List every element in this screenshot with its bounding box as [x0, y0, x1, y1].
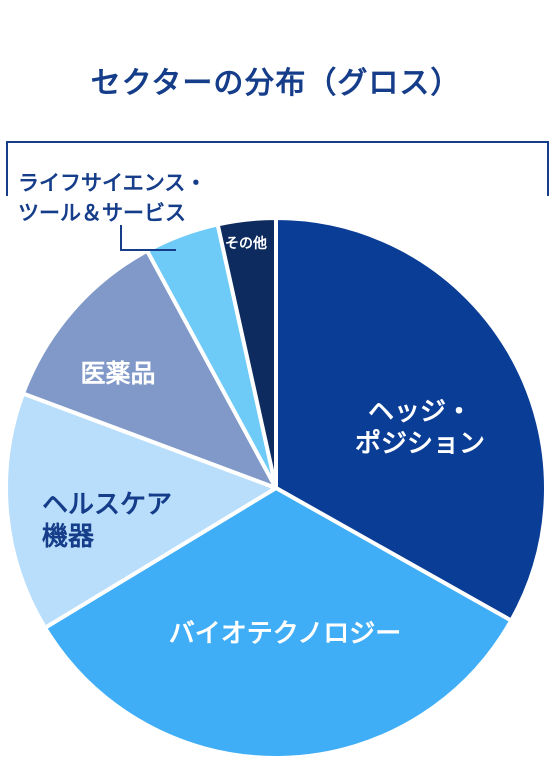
slice-label-3: 医薬品 [80, 359, 155, 388]
slice-label-4: ライフサイエンス・ツール＆サービス [18, 171, 206, 225]
slice-label-5: その他 [225, 235, 267, 252]
callout-bracket [6, 141, 549, 196]
pie-slice-5 [215, 216, 278, 490]
pie-slice-2 [4, 391, 278, 630]
slice-label-1: バイオテクノロジー [169, 619, 401, 649]
slice-label-2: ヘルスケア機器 [42, 490, 172, 552]
pie-slice-3 [21, 248, 278, 490]
pie-slice-1 [43, 486, 514, 760]
pie-slice-0 [274, 216, 548, 623]
chart-title: セクターの分布（グロス） [90, 66, 462, 101]
callout-line-4 [120, 225, 176, 251]
slice-label-0: ヘッジ・ポジション [355, 397, 485, 459]
